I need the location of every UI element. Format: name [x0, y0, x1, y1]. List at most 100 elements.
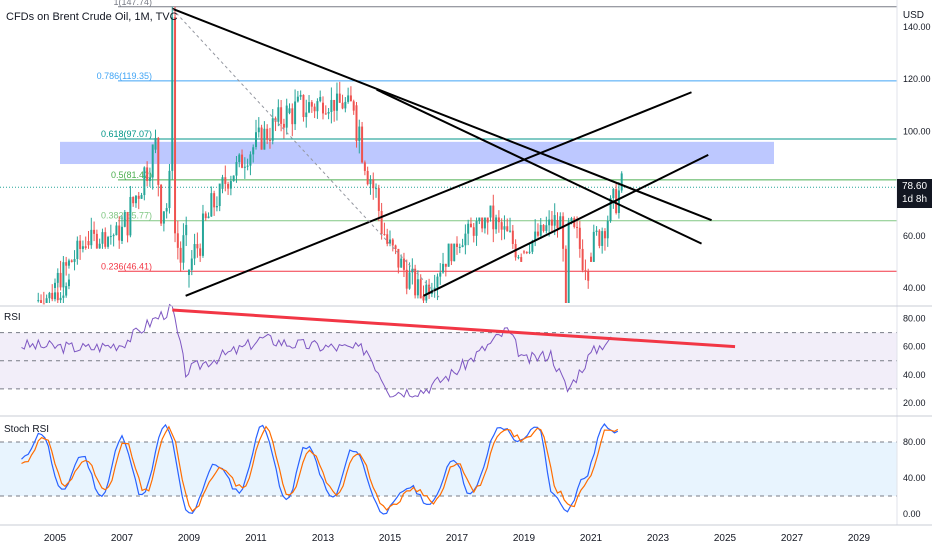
candle-body: [578, 227, 581, 249]
time-axis-tick: 2027: [781, 533, 804, 544]
candle-body: [542, 224, 545, 231]
candle-body: [567, 221, 570, 303]
rsi-divergence-line: [172, 308, 736, 349]
candle-body: [56, 292, 59, 301]
candle-body: [137, 195, 140, 199]
candle-body: [349, 95, 352, 102]
candle-body: [344, 101, 347, 109]
candle-body: [603, 231, 606, 239]
candle-body: [76, 240, 79, 260]
candle-body: [84, 246, 87, 248]
candle-body: [190, 258, 193, 271]
candle-body: [469, 223, 472, 228]
candle-body: [123, 212, 126, 227]
candle-body: [338, 93, 341, 103]
last-price-badge: 78.60 1d 8h: [897, 179, 932, 208]
candle-body: [483, 217, 486, 229]
candle-body: [539, 224, 542, 236]
candle-body: [285, 105, 288, 128]
candle-body: [67, 260, 70, 266]
candle-body: [453, 243, 456, 262]
candle-body: [204, 213, 207, 219]
candle-body: [500, 222, 503, 230]
candle-body: [570, 218, 573, 222]
candle-body: [428, 284, 431, 294]
candle-body: [143, 167, 146, 196]
candle-body: [590, 256, 592, 262]
candle-body: [581, 248, 584, 271]
candle-body: [548, 219, 551, 226]
time-axis-tick: 2009: [178, 533, 201, 544]
candle-body: [134, 195, 137, 204]
candle-body: [59, 272, 62, 288]
last-price-value: 78.60: [901, 181, 928, 192]
candle-body: [59, 297, 62, 301]
candle-body: [461, 245, 464, 247]
candle-body: [199, 248, 202, 256]
candle-body: [559, 216, 562, 229]
candle-body: [475, 221, 478, 236]
candle-body: [456, 243, 458, 247]
candle-body: [65, 286, 68, 296]
candle-body: [389, 239, 391, 244]
candle-body: [380, 210, 383, 234]
candle-body: [263, 128, 266, 150]
price-countdown: 1d 8h: [901, 194, 928, 205]
candle-body: [140, 195, 143, 199]
candle-body: [525, 252, 528, 254]
candle-body: [386, 234, 389, 244]
fib-level-label: 0.236(46.41): [101, 261, 152, 271]
candle-body: [450, 243, 453, 262]
candle-body: [54, 292, 56, 300]
candle-body: [550, 219, 553, 226]
candle-body: [366, 170, 369, 185]
time-axis-tick: 2007: [111, 533, 134, 544]
symbol-title[interactable]: CFDs on Brent Crude Oil, 1M, TVC: [6, 11, 178, 23]
candle-body: [497, 217, 500, 223]
candle-body: [592, 231, 595, 262]
candle-body: [467, 223, 470, 234]
time-axis-tick: 2013: [312, 533, 335, 544]
candle-body: [612, 189, 615, 199]
candle-body: [520, 257, 523, 262]
candle-body: [595, 230, 598, 232]
candle-body: [584, 270, 587, 272]
candle-body: [534, 231, 537, 241]
candle-body: [324, 113, 327, 115]
stoch-rsi-pane-title[interactable]: Stoch RSI: [4, 424, 50, 435]
stoch-band: [0, 442, 897, 496]
rsi-axis-tick: 20.00: [903, 398, 926, 408]
candle-body: [472, 227, 475, 236]
candle-body: [104, 232, 107, 247]
candle-body: [400, 258, 403, 268]
candle-body: [553, 215, 556, 226]
candle-body: [305, 112, 308, 118]
candle-body: [148, 177, 151, 181]
candle-body: [238, 154, 241, 162]
rsi-pane-title[interactable]: RSI: [4, 312, 21, 323]
candle-body: [218, 183, 221, 207]
candle-body: [609, 198, 612, 221]
candle-body: [291, 108, 294, 125]
candle-body: [556, 220, 559, 229]
candle-body: [422, 295, 425, 301]
candle-body: [215, 206, 218, 208]
candle-body: [402, 258, 405, 270]
candle-body: [95, 233, 98, 249]
candle-body: [302, 94, 305, 118]
candle-body: [436, 276, 439, 288]
time-axis-tick: 2029: [848, 533, 871, 544]
candle-body: [313, 106, 316, 112]
candle-body: [447, 243, 450, 267]
candle-body: [411, 268, 414, 273]
candle-body: [439, 272, 442, 277]
candle-body: [377, 188, 380, 211]
candle-body: [171, 17, 174, 171]
candle-body: [268, 139, 271, 141]
candle-body: [617, 190, 620, 214]
candle-body: [249, 154, 252, 166]
candle-body: [90, 229, 93, 246]
candle-body: [112, 235, 115, 237]
